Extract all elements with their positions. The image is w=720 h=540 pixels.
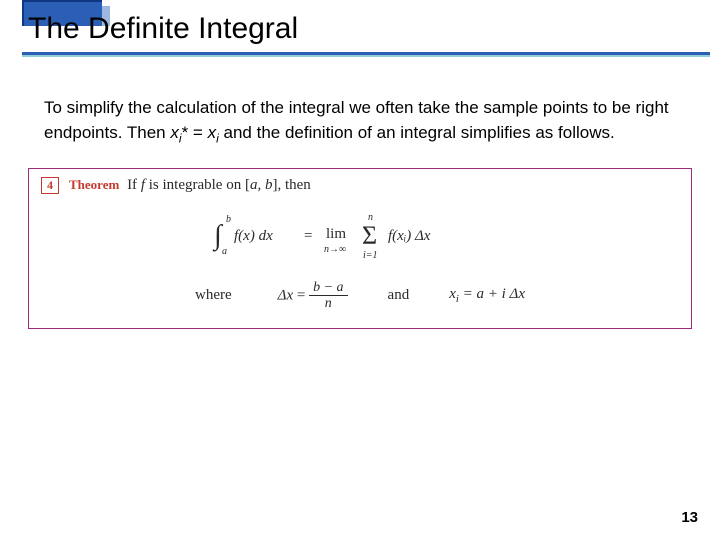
int-lower: a [222, 246, 227, 257]
dx-num: b − a [309, 280, 347, 295]
theorem-label: Theorem [69, 177, 119, 192]
body-var1: x [170, 123, 179, 142]
header: The Definite Integral [0, 0, 720, 70]
theorem-box: 4 Theorem If f is integrable on [a, b], … [28, 168, 692, 329]
xi-rest: = a + i Δx [459, 286, 525, 302]
dx-fraction: b − a n [309, 280, 347, 312]
formula-eq: = [304, 228, 312, 244]
sum-lower: i=1 [363, 250, 378, 261]
page-number: 13 [681, 509, 698, 526]
xi-equation: xi = a + i Δx [449, 286, 525, 305]
int-upper: b [226, 214, 231, 225]
thm-text-ab: a, b [250, 177, 273, 193]
dx-den: n [321, 296, 336, 311]
theorem-number: 4 [41, 177, 59, 194]
and-label: and [388, 287, 410, 304]
thm-text-a: If [127, 177, 141, 193]
theorem-where-row: where Δx = b − a n and xi = a + i Δx [41, 280, 679, 312]
header-underline-secondary [22, 55, 710, 57]
thm-text-b: is integrable on [ [145, 177, 250, 193]
dx-lhs: Δx [278, 287, 293, 303]
body-var2: x [208, 123, 217, 142]
body-paragraph: To simplify the calculation of the integ… [44, 96, 676, 148]
lim-sub: n→∞ [324, 244, 346, 255]
xi-var: x [449, 286, 456, 302]
theorem-text: If f is integrable on [a, b], then [127, 177, 311, 193]
lim-label: lim [326, 226, 346, 242]
theorem-formula: ∫ b a f(x) dx = lim n→∞ Σ n i=1 f(xᵢ) Δx [41, 208, 679, 264]
dx-equation: Δx = b − a n [278, 280, 348, 312]
integrand: f(x) dx [234, 228, 273, 244]
body-text-b: and the definition of an integral simpli… [219, 123, 615, 142]
where-label: where [195, 287, 232, 304]
svg-text:Σ: Σ [362, 221, 377, 250]
body-eq: = [188, 123, 207, 142]
sum-upper: n [368, 212, 373, 223]
sum-term: f(xᵢ) Δx [388, 228, 431, 244]
formula-svg: ∫ b a f(x) dx = lim n→∞ Σ n i=1 f(xᵢ) Δx [200, 208, 520, 264]
page-title: The Definite Integral [28, 12, 298, 46]
theorem-header: 4 Theorem If f is integrable on [a, b], … [41, 177, 679, 194]
thm-text-c: ], then [272, 177, 310, 193]
